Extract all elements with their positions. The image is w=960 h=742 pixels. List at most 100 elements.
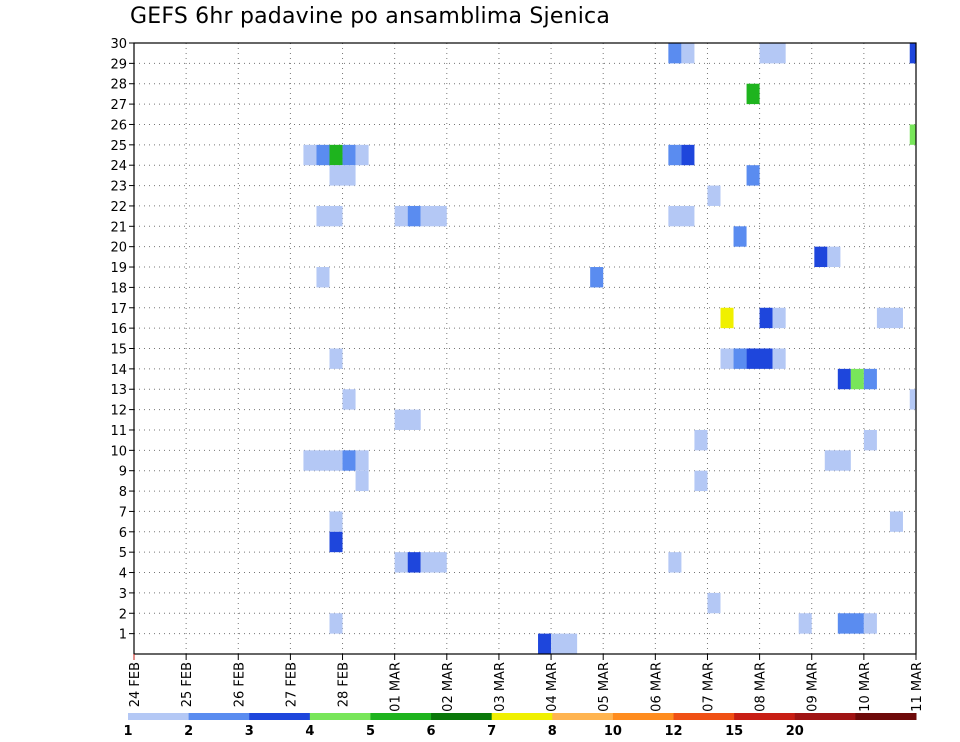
heatmap-cell-member-10 <box>342 450 356 471</box>
heatmap-cell-member-25 <box>329 144 343 166</box>
legend-swatch <box>734 713 796 720</box>
legend-swatch <box>612 713 675 720</box>
heatmap-cell-member-20 <box>827 246 841 268</box>
heatmap-cell-member-30 <box>909 43 916 64</box>
legend-swatch <box>794 713 856 720</box>
heatmap-cell-member-15 <box>720 348 734 369</box>
legend-label: 2 <box>184 724 193 739</box>
y-tick-label: 30 <box>110 37 127 52</box>
heatmap-cell-member-17 <box>759 307 773 329</box>
x-tick-label: 02 MAR <box>441 662 456 712</box>
x-tick-label: 27 FEB <box>284 662 299 707</box>
y-tick-label: 22 <box>110 200 127 215</box>
heatmap-cell-member-25 <box>681 144 695 166</box>
x-tick-label: 07 MAR <box>701 662 716 712</box>
x-tick-label: 26 FEB <box>232 662 247 707</box>
y-tick-label: 4 <box>119 567 127 582</box>
y-tick-label: 20 <box>110 241 127 256</box>
heatmap-cell-member-30 <box>681 43 695 64</box>
heatmap-cell-member-23 <box>707 185 721 206</box>
heatmap-cell-member-2 <box>798 613 812 634</box>
x-tick-label: 06 MAR <box>649 662 664 712</box>
heatmap-cell-member-2 <box>837 613 864 634</box>
heatmap-cell-member-14 <box>863 368 877 390</box>
legend-label: 10 <box>604 724 622 739</box>
heatmap-cell-member-5 <box>394 552 408 573</box>
legend-swatch <box>370 713 432 720</box>
x-tick-label: 09 MAR <box>806 662 821 712</box>
heatmap-cell-member-20 <box>814 246 828 268</box>
y-tick-label: 10 <box>110 444 127 459</box>
heatmap-cell-member-6 <box>329 531 343 553</box>
legend-swatch <box>855 713 917 720</box>
legend-label: 20 <box>786 724 804 739</box>
heatmap-cell-member-15 <box>772 348 786 369</box>
y-tick-label: 6 <box>119 526 127 541</box>
heatmap-cell-member-7 <box>889 511 903 532</box>
heatmap-cell-member-30 <box>759 43 786 64</box>
heatmap-cell-member-22 <box>394 205 408 227</box>
heatmap-cell-member-30 <box>668 43 682 64</box>
y-tick-label: 14 <box>110 363 127 378</box>
heatmap-cell-member-22 <box>407 205 421 227</box>
heatmap-cell-member-15 <box>746 348 773 369</box>
y-tick-label: 17 <box>110 302 127 317</box>
heatmap-cell-member-1 <box>538 633 552 654</box>
heatmap-cell-member-14 <box>850 368 864 390</box>
heatmap-cell-member-5 <box>668 552 682 573</box>
heatmap-cell-member-28 <box>746 83 760 105</box>
legend-label: 4 <box>305 724 314 739</box>
legend-label: 15 <box>725 724 743 739</box>
heatmap-cell-member-10 <box>303 450 343 471</box>
y-tick-label: 28 <box>110 78 127 93</box>
y-tick-label: 21 <box>110 220 127 235</box>
y-tick-label: 23 <box>110 180 127 195</box>
heatmap-cell-member-17 <box>772 307 786 329</box>
heatmap-cell-member-15 <box>733 348 747 369</box>
x-tick-label: 11 MAR <box>910 662 925 712</box>
legend-label: 12 <box>664 724 682 739</box>
heatmap-cell-member-21 <box>733 226 747 247</box>
y-tick-label: 16 <box>110 322 127 337</box>
heatmap-cell-member-19 <box>590 267 604 288</box>
legend-swatch <box>673 713 735 720</box>
y-tick-label: 1 <box>119 628 127 643</box>
x-tick-label: 03 MAR <box>493 662 508 712</box>
heatmap-cell-member-14 <box>837 368 851 390</box>
heatmap-cell-member-11 <box>863 429 877 451</box>
y-tick-label: 19 <box>110 261 127 276</box>
y-tick-label: 5 <box>119 546 127 561</box>
heatmap-cell-member-25 <box>316 144 330 166</box>
heatmap-cell-member-19 <box>316 267 330 288</box>
x-tick-label: 05 MAR <box>597 662 612 712</box>
y-tick-label: 18 <box>110 281 127 296</box>
heatmap-cell-member-15 <box>329 348 343 369</box>
x-tick-label: 25 FEB <box>180 662 195 707</box>
heatmap-cell-member-22 <box>316 205 343 227</box>
heatmap-cell-member-25 <box>303 144 317 166</box>
x-tick-label: 01 MAR <box>389 662 404 712</box>
y-tick-label: 8 <box>119 485 127 500</box>
heatmap-cell-member-13 <box>909 389 916 410</box>
heatmap-cell-member-17 <box>876 307 903 329</box>
legend-label: 5 <box>366 724 375 739</box>
y-tick-label: 2 <box>119 607 127 622</box>
x-tick-label: 08 MAR <box>754 662 769 712</box>
heatmap-cell-member-22 <box>420 205 447 227</box>
heatmap-cell-member-9 <box>694 470 708 492</box>
y-tick-label: 27 <box>110 98 127 113</box>
x-tick-label: 10 MAR <box>858 662 873 712</box>
heatmap-cell-member-24 <box>746 165 760 186</box>
heatmap-cell-member-26 <box>909 124 916 145</box>
x-tick-label: 28 FEB <box>337 662 352 707</box>
heatmap-cell-member-24 <box>329 165 356 186</box>
heatmap-cell-member-25 <box>342 144 356 166</box>
y-tick-label: 9 <box>119 465 127 480</box>
heatmap-cell-member-10 <box>355 450 369 471</box>
heatmap-cell-member-12 <box>394 409 421 430</box>
legend-swatch <box>552 713 614 720</box>
heatmap-cell-member-9 <box>355 470 369 492</box>
legend-swatch <box>309 713 371 720</box>
y-tick-label: 24 <box>110 159 127 174</box>
y-tick-label: 12 <box>110 404 127 419</box>
